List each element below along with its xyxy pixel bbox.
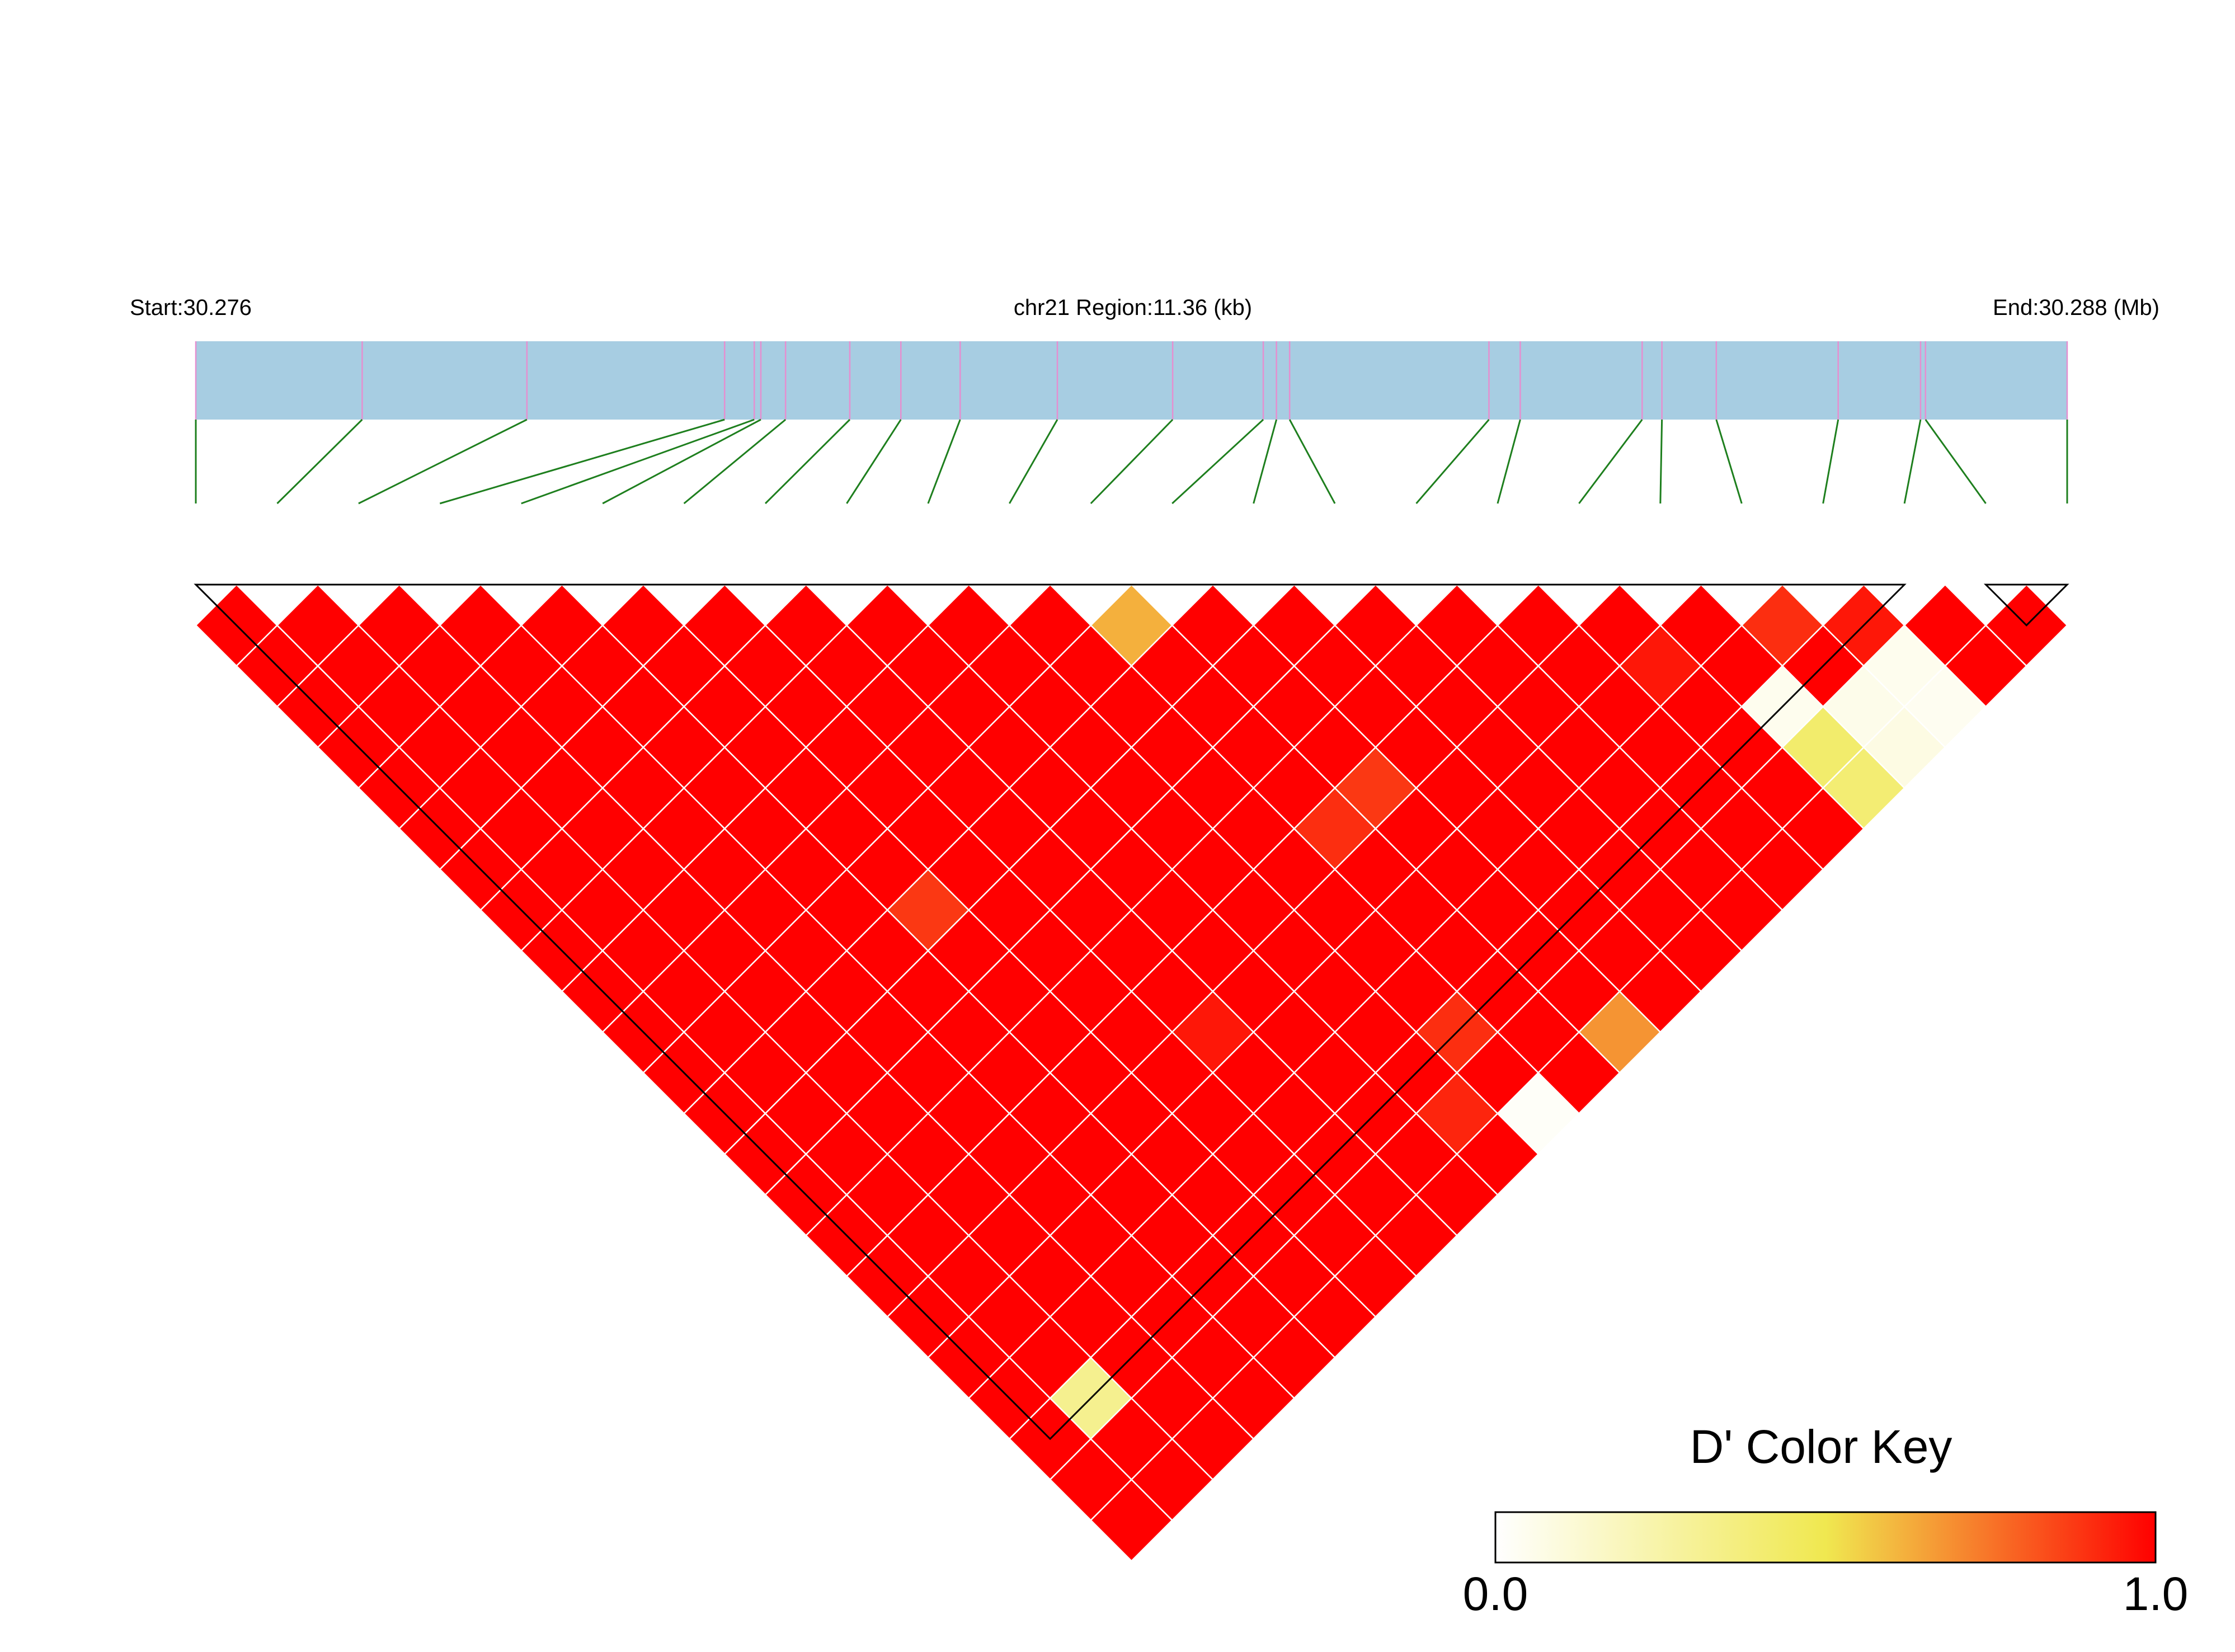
snp-ticks: [195, 341, 2068, 420]
color-key-max-label: 1.0: [2123, 1568, 2189, 1620]
snp-connector-line: [521, 418, 755, 505]
region-bar: [196, 341, 2067, 420]
snp-connector-line: [1288, 419, 1336, 504]
color-key-min-label: 0.0: [1463, 1568, 1528, 1620]
snp-connector-line: [1009, 419, 1058, 504]
ld-block-outline: [194, 583, 1907, 1441]
snp-connector-line: [927, 419, 961, 504]
snp-connector-line: [602, 418, 761, 505]
snp-connector-line: [1822, 419, 1839, 504]
region-title: chr21 Region:11.36 (kb): [1014, 295, 1252, 320]
ld-cells: [195, 583, 2068, 1562]
snp-connector-line: [1253, 419, 1278, 504]
snp-connector-line: [1903, 419, 1922, 504]
region-end-label: End:30.288 (Mb): [1993, 295, 2159, 320]
color-key: D' Color Key 0.0 1.0: [1463, 1420, 2189, 1620]
snp-connector-line: [683, 418, 787, 505]
snp-connector-line: [358, 418, 528, 505]
snp-connector-line: [1415, 419, 1490, 504]
snp-connector-line: [846, 419, 902, 504]
snp-connector-line: [439, 418, 725, 505]
color-key-title: D' Color Key: [1690, 1420, 1952, 1473]
snp-connector-line: [1715, 419, 1743, 504]
snp-connector-line: [1578, 419, 1643, 504]
snp-connector-line: [1659, 419, 1663, 504]
snp-connector-line: [276, 418, 363, 505]
color-key-gradient: [1494, 1511, 2157, 1564]
snp-connector-line: [1090, 418, 1174, 505]
snp-connector-line: [1497, 419, 1521, 504]
ld-block-outlines: [194, 583, 2069, 1441]
snp-connector-line: [1925, 419, 1987, 504]
snp-connector-line: [1171, 418, 1264, 505]
ld-block-outline: [1983, 583, 2069, 627]
snp-connectors: [195, 418, 2068, 505]
snp-connector-line: [764, 418, 851, 505]
region-start-label: Start:30.276: [130, 295, 252, 320]
